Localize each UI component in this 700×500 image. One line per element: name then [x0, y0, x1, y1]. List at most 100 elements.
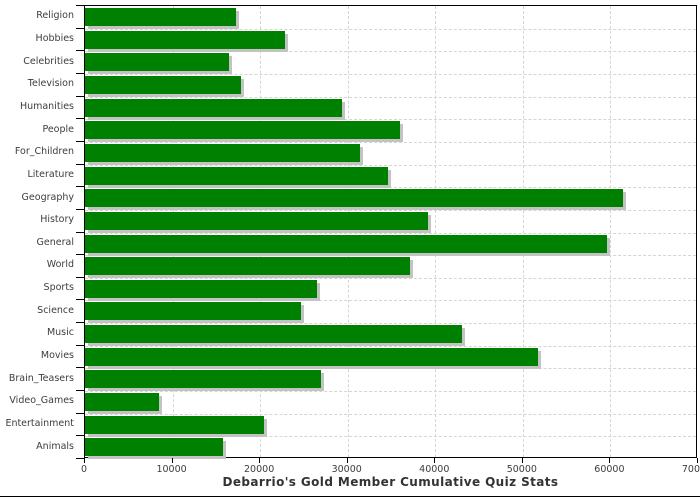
bar-world — [85, 257, 410, 276]
horizontal-gridline — [85, 345, 696, 347]
y-axis-tick — [76, 231, 84, 233]
x-axis-tick-label: 50000 — [506, 464, 537, 475]
x-axis-tick — [697, 458, 698, 463]
bar-for_children — [85, 143, 360, 162]
y-axis-tick — [76, 344, 84, 346]
vertical-gridline — [347, 6, 349, 457]
x-axis-tick-label: 20000 — [244, 464, 275, 475]
vertical-gridline — [260, 6, 262, 457]
y-axis-tick — [76, 435, 84, 437]
bar-religion — [85, 8, 237, 26]
y-axis-label: Religion — [36, 10, 74, 22]
bar-brain_teasers — [85, 370, 322, 389]
y-axis-label: Movies — [40, 350, 74, 362]
horizontal-gridline — [85, 391, 696, 393]
bar-movies — [85, 347, 538, 366]
bar-sports — [85, 279, 318, 298]
y-axis-tick — [76, 163, 84, 165]
y-axis-label: Celebrities — [23, 55, 74, 67]
horizontal-gridline — [85, 300, 696, 302]
x-axis-tick-label: 70000 — [681, 464, 700, 475]
bar-hobbies — [85, 30, 285, 49]
bar-entertainment — [85, 415, 264, 434]
vertical-gridline — [522, 6, 524, 457]
y-axis-tick — [76, 458, 84, 459]
bar-general — [85, 234, 607, 253]
y-axis-tick — [76, 186, 84, 188]
vertical-gridline — [610, 6, 612, 457]
y-axis-label: For_Children — [14, 146, 74, 158]
horizontal-gridline — [85, 28, 696, 30]
horizontal-gridline — [85, 413, 696, 415]
y-axis-label: Entertainment — [5, 418, 74, 430]
x-axis-tick-label: 60000 — [594, 464, 625, 475]
horizontal-gridline — [85, 164, 696, 166]
y-axis-label: Geography — [21, 191, 74, 203]
x-axis-tick-label: 30000 — [331, 464, 362, 475]
y-axis-tick — [76, 208, 84, 210]
y-axis-tick — [76, 390, 84, 392]
horizontal-gridline — [85, 436, 696, 438]
bar-people — [85, 121, 401, 140]
bar-animals — [85, 438, 224, 457]
bottom-border-line — [0, 496, 700, 497]
y-axis-label: Science — [37, 304, 74, 316]
bar-science — [85, 302, 302, 321]
horizontal-gridline — [85, 323, 696, 325]
x-axis-tick — [434, 458, 436, 463]
horizontal-gridline — [85, 255, 696, 257]
y-axis-label: Television — [27, 78, 74, 90]
horizontal-gridline — [85, 73, 696, 75]
y-axis-tick — [76, 412, 84, 414]
y-axis-label: World — [46, 259, 74, 271]
bar-video_games — [85, 393, 159, 412]
vertical-gridline — [435, 6, 437, 457]
y-axis-label: Brain_Teasers — [8, 372, 74, 384]
y-axis-label: Humanities — [19, 100, 74, 112]
y-axis-tick — [76, 367, 84, 369]
bar-history — [85, 211, 429, 230]
x-axis-tick-label: 10000 — [156, 464, 187, 475]
horizontal-gridline — [85, 232, 696, 234]
x-axis-tick — [609, 458, 611, 463]
y-axis-tick — [76, 27, 84, 29]
y-axis-tick — [76, 322, 84, 324]
chart-title: Debarrio's Gold Member Cumulative Quiz S… — [222, 475, 559, 489]
y-axis-label: Music — [46, 327, 74, 339]
x-axis-tick — [171, 458, 173, 463]
x-axis-tick — [346, 458, 348, 463]
y-axis-label: General — [36, 236, 74, 248]
x-axis-tick-label: 40000 — [419, 464, 450, 475]
y-axis-label: Hobbies — [35, 32, 74, 44]
plot-area — [84, 5, 697, 458]
horizontal-gridline — [85, 51, 696, 53]
bar-television — [85, 75, 241, 94]
y-axis-tick — [76, 276, 84, 278]
y-axis-tick — [76, 299, 84, 301]
horizontal-gridline — [85, 209, 696, 211]
horizontal-gridline — [85, 187, 696, 189]
bar-humanities — [85, 98, 343, 117]
horizontal-gridline — [85, 96, 696, 98]
bar-music — [85, 325, 463, 344]
y-axis-tick — [76, 118, 84, 120]
x-axis-tick-label: 0 — [80, 464, 88, 475]
y-axis-label: Sports — [43, 282, 74, 294]
y-axis-label: Video_Games — [9, 395, 74, 407]
y-axis-label: People — [42, 123, 74, 135]
y-axis-tick — [76, 72, 84, 74]
y-axis-tick — [76, 140, 84, 142]
vertical-gridline — [172, 6, 174, 457]
y-axis-tick — [76, 95, 84, 97]
x-axis-tick — [259, 458, 261, 463]
y-axis-tick — [76, 254, 84, 256]
bar-geography — [85, 189, 623, 208]
x-axis-tick — [521, 458, 523, 463]
horizontal-gridline — [85, 368, 696, 370]
horizontal-gridline — [85, 277, 696, 279]
bar-literature — [85, 166, 388, 185]
horizontal-gridline — [85, 141, 696, 143]
y-axis-label: Animals — [36, 440, 74, 452]
horizontal-gridline — [85, 119, 696, 121]
